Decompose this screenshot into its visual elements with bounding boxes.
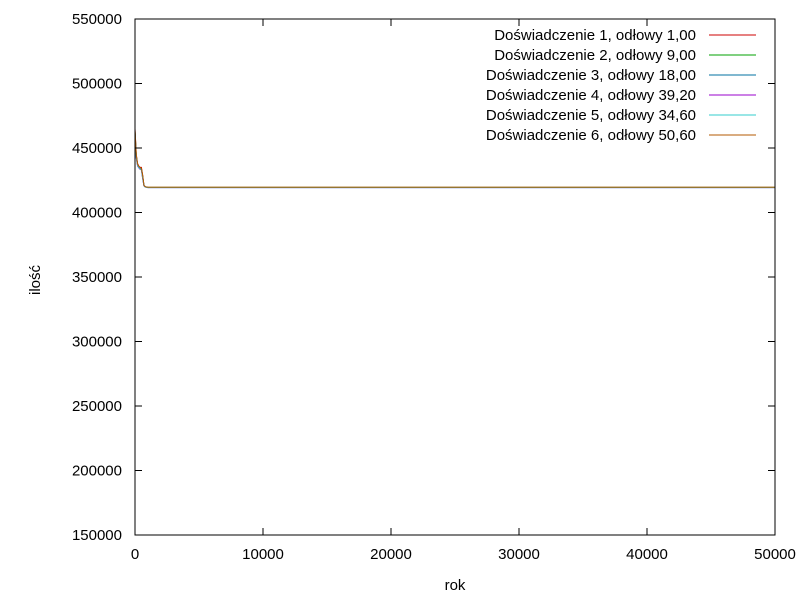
y-tick-label: 500000 — [72, 76, 122, 93]
y-axis-ticks: 150000 200000 250000 300000 350000 400000 4500… — [72, 11, 775, 544]
x-tick-label: 40000 — [626, 546, 668, 563]
x-tick-label: 30000 — [498, 546, 540, 563]
x-axis-label: rok — [445, 577, 466, 594]
legend-label: Doświadczenie 4, odłowy 39,20 — [486, 87, 696, 104]
x-tick-label: 0 — [131, 546, 139, 563]
legend: Doświadczenie 1, odłowy 1,00 Doświadczeni… — [486, 27, 756, 144]
legend-label: Doświadczenie 6, odłowy 50,60 — [486, 127, 696, 144]
y-tick-label: 150000 — [72, 527, 122, 544]
legend-label: Doświadczenie 3, odłowy 18,00 — [486, 67, 696, 84]
x-tick-label: 10000 — [242, 546, 284, 563]
y-tick-label: 400000 — [72, 205, 122, 222]
legend-label: Doświadczenie 5, odłowy 34,60 — [486, 107, 696, 124]
x-tick-label: 20000 — [370, 546, 412, 563]
y-tick-label: 300000 — [72, 334, 122, 351]
x-tick-label: 50000 — [754, 546, 796, 563]
x-axis-ticks: 0 10000 20000 30000 40000 50000 — [131, 19, 796, 563]
legend-label: Doświadczenie 2, odłowy 9,00 — [494, 47, 696, 64]
y-axis-label: ilość — [27, 265, 44, 296]
y-tick-label: 250000 — [72, 398, 122, 415]
series-line-6 — [134, 129, 775, 188]
y-tick-label: 350000 — [72, 269, 122, 286]
legend-label: Doświadczenie 1, odłowy 1,00 — [494, 27, 696, 44]
y-tick-label: 450000 — [72, 140, 122, 157]
series-layer — [134, 128, 775, 189]
y-tick-label: 200000 — [72, 463, 122, 480]
y-tick-label: 550000 — [72, 11, 122, 28]
